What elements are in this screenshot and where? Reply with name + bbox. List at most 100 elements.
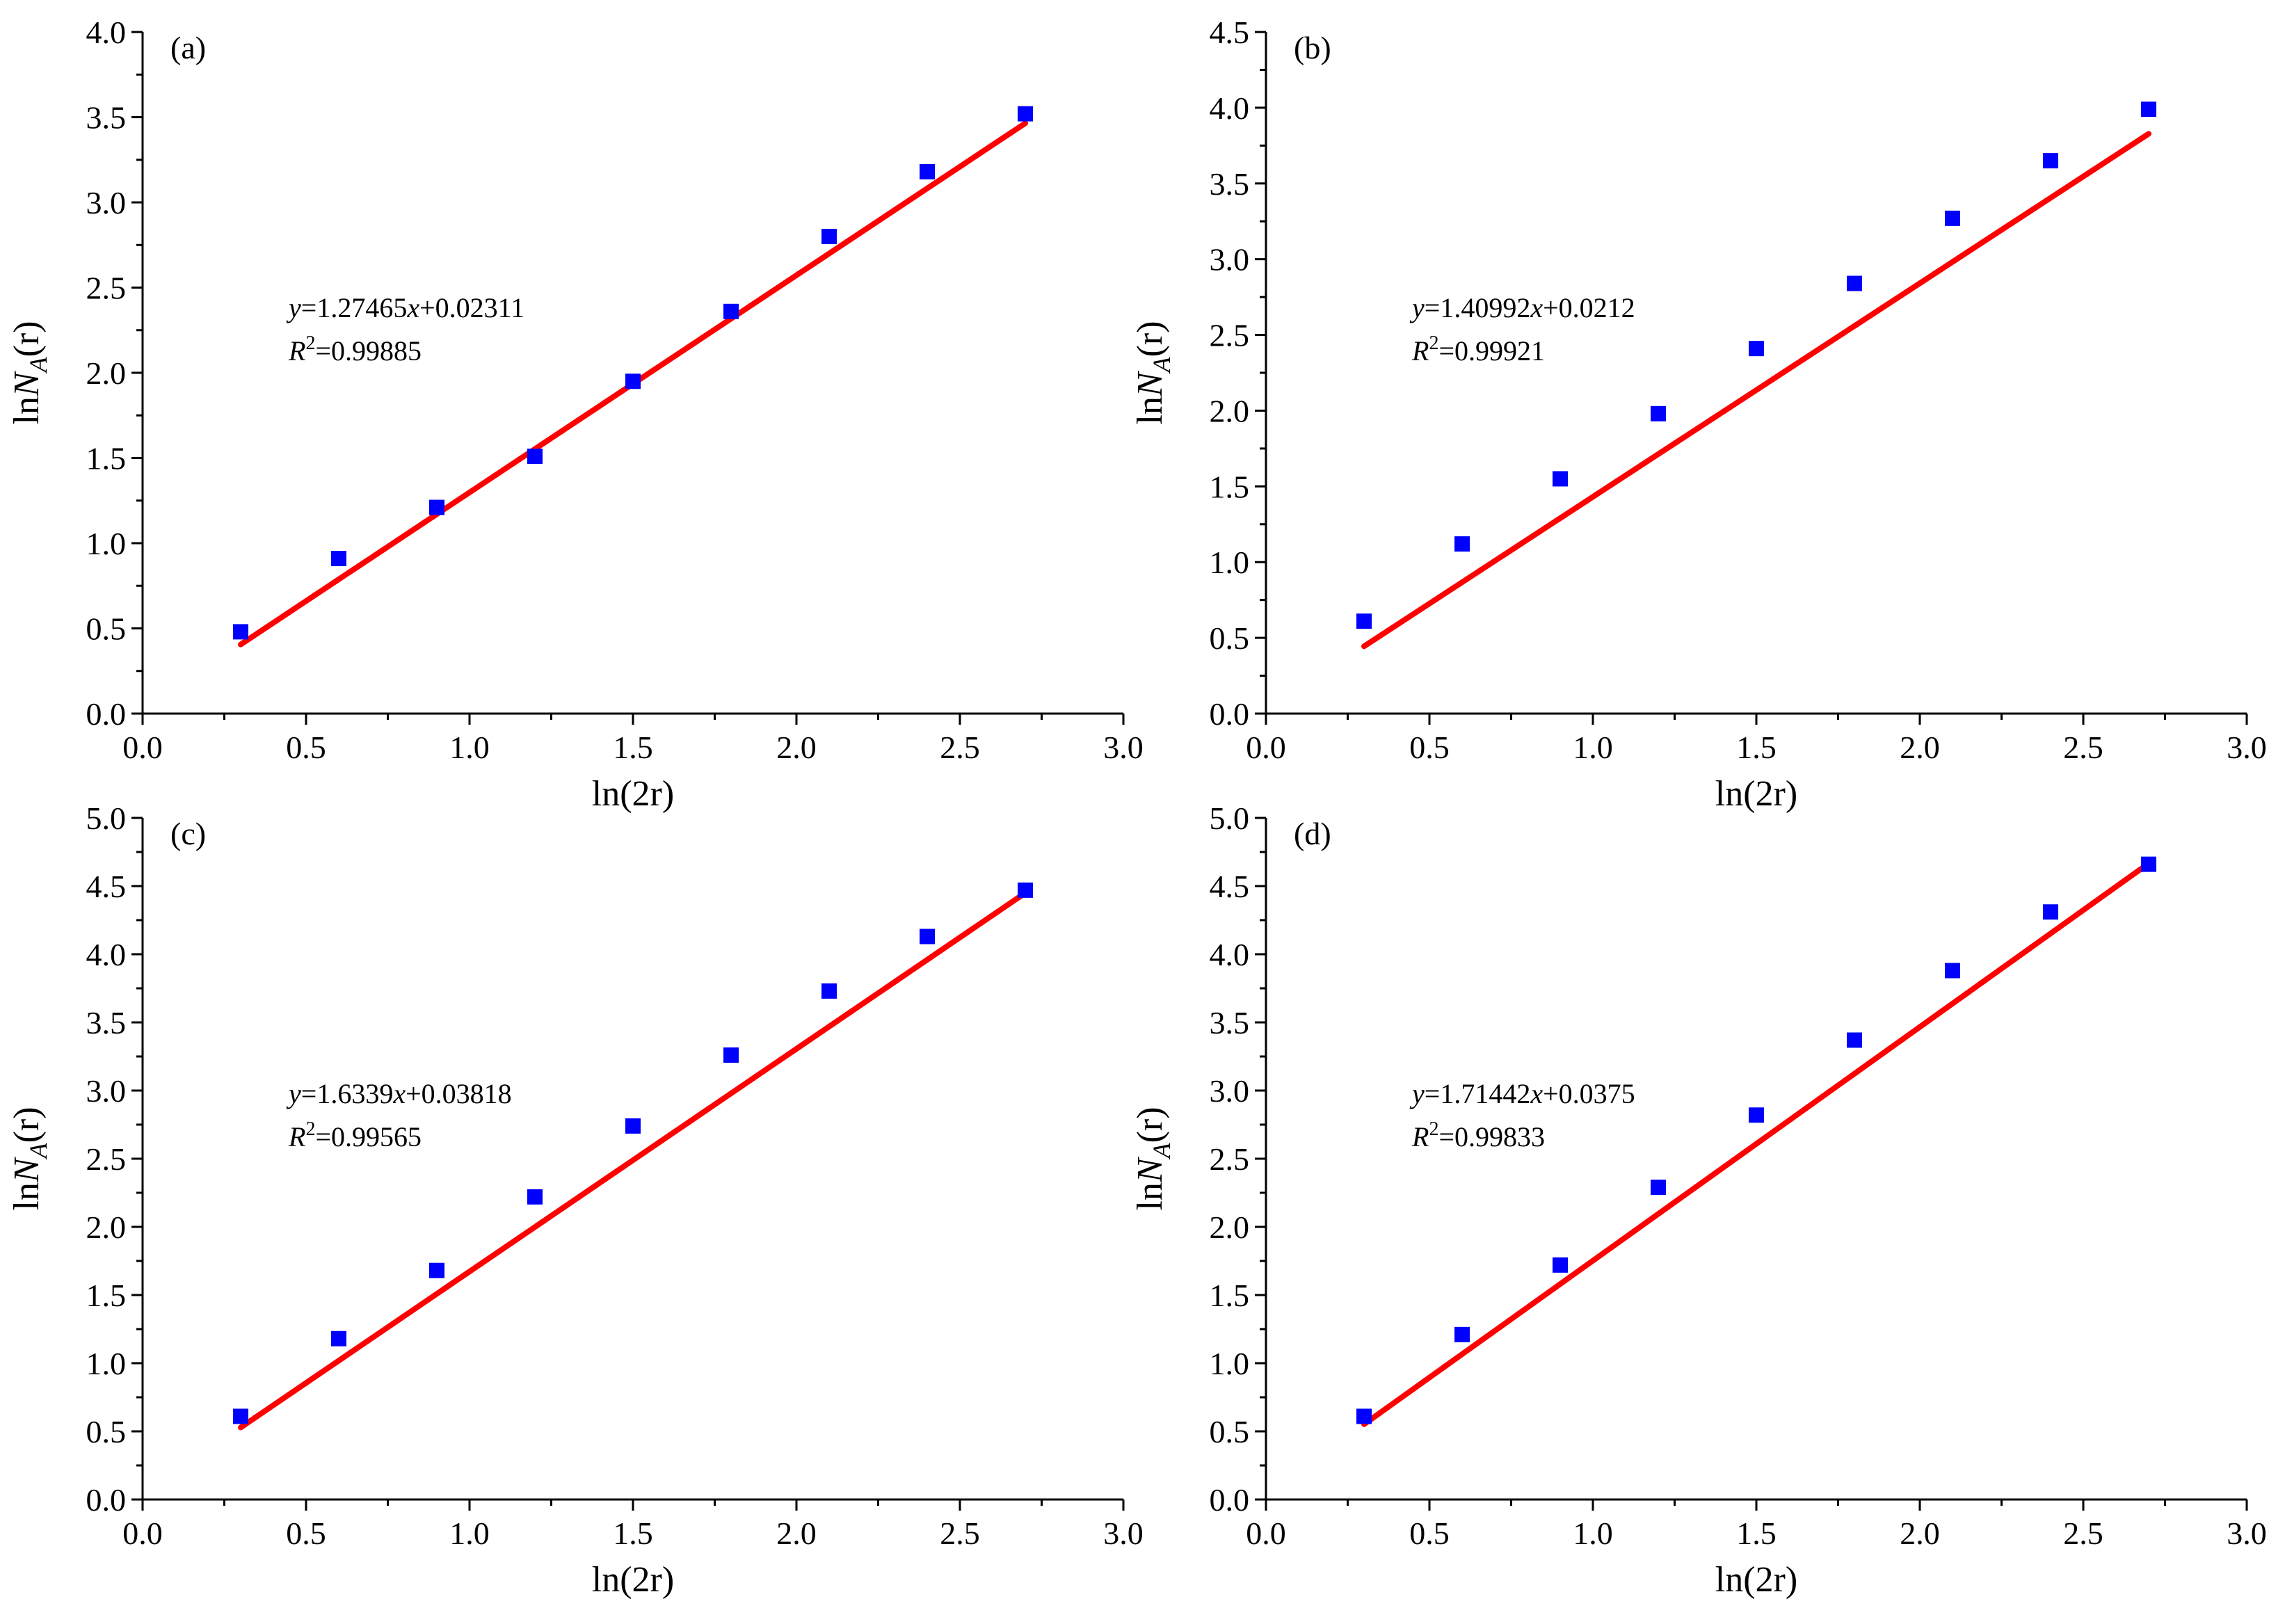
data-point xyxy=(1749,341,1764,357)
fit-equation-intercept: +0.02311 xyxy=(419,292,524,323)
x-tick-label: 3.0 xyxy=(1103,1516,1144,1551)
data-point xyxy=(331,1330,346,1346)
y-axis-title-sub: A xyxy=(24,356,52,373)
fit-equation-slope: =1.71442 xyxy=(1425,1078,1531,1109)
fit-equation-x: x xyxy=(1530,1078,1543,1109)
x-tick-label: 0.5 xyxy=(286,1516,326,1551)
y-tick-label: 0.0 xyxy=(86,696,127,732)
y-tick-label: 4.0 xyxy=(86,15,127,50)
data-point xyxy=(527,449,543,465)
data-point xyxy=(429,1262,444,1278)
data-point xyxy=(1454,536,1470,552)
fit-equation: y=1.6339x+0.03818 xyxy=(286,1078,512,1109)
data-point xyxy=(1553,1257,1568,1273)
r-squared-exponent: 2 xyxy=(1429,332,1438,354)
y-axis-title-prefix: ln xyxy=(1130,1182,1170,1210)
fit-equation-slope: =1.6339 xyxy=(301,1078,394,1109)
y-tick-label: 3.0 xyxy=(1210,242,1250,278)
y-axis-title-suffix: (r) xyxy=(7,1107,47,1143)
y-tick-label: 2.5 xyxy=(86,271,127,306)
y-tick-label: 1.5 xyxy=(86,441,127,476)
y-tick-label: 2.5 xyxy=(1210,318,1250,353)
data-point xyxy=(2043,904,2058,920)
y-tick-label: 0.0 xyxy=(1210,1482,1250,1518)
fit-equation-y: y xyxy=(1409,292,1425,323)
chart-panel-d: 0.0 0.5 1.0 1.5 2.0 2.5 3.0 0.0 0.5 1.0 1.5 2.0 2.5 3… xyxy=(1130,801,2267,1600)
data-point xyxy=(1945,963,1960,979)
data-point xyxy=(1018,106,1033,122)
x-tick-label: 3.0 xyxy=(2227,730,2267,765)
x-tick-label: 0.0 xyxy=(1246,730,1286,765)
y-tick-label: 4.5 xyxy=(86,869,127,904)
y-tick-label: 1.0 xyxy=(1210,545,1250,580)
data-point xyxy=(233,1408,248,1424)
fit-equation-x: x xyxy=(406,292,419,323)
data-point xyxy=(233,624,248,640)
y-tick-label: 1.0 xyxy=(86,526,127,561)
panel-label: (a) xyxy=(170,30,206,65)
y-tick-label: 3.0 xyxy=(86,1073,127,1109)
x-tick-label: 1.5 xyxy=(1736,730,1777,765)
y-tick-label: 0.5 xyxy=(86,1414,127,1449)
y-tick-label: 3.0 xyxy=(1210,1073,1250,1109)
panel-label: (d) xyxy=(1294,816,1331,851)
x-tick-label: 3.0 xyxy=(2227,1516,2267,1551)
x-tick-label: 2.0 xyxy=(776,1516,817,1551)
r-squared-symbol: R xyxy=(1411,1121,1429,1152)
data-point xyxy=(2141,856,2156,872)
chart-panel-b: 0.0 0.5 1.0 1.5 2.0 2.5 3.0 0.0 0.5 1.0 1.5 2.0 2.5 3… xyxy=(1130,15,2267,814)
y-tick-label: 0.0 xyxy=(86,1482,127,1518)
fit-equation-y: y xyxy=(286,292,301,323)
data-point xyxy=(527,1189,543,1205)
y-tick-label: 2.0 xyxy=(1210,393,1250,428)
fit-equation-y: y xyxy=(1409,1078,1425,1109)
x-tick-label: 0.0 xyxy=(122,730,163,765)
data-point xyxy=(1356,613,1372,629)
chart-panel-c: 0.0 0.5 1.0 1.5 2.0 2.5 3.0 0.0 0.5 1.0 1.5 2.0 2.5 3… xyxy=(7,801,1144,1600)
data-point xyxy=(625,1118,641,1134)
data-point xyxy=(625,373,641,389)
r-squared-value: =0.99565 xyxy=(315,1121,422,1152)
y-axis-title-suffix: (r) xyxy=(1130,321,1170,357)
data-point xyxy=(331,551,346,567)
x-tick-label: 1.0 xyxy=(1573,1516,1613,1551)
y-tick-label: 4.5 xyxy=(1210,15,1250,50)
y-axis-title-prefix: ln xyxy=(7,396,47,424)
fit-equation-slope: =1.27465 xyxy=(301,292,408,323)
r-squared-symbol: R xyxy=(288,1121,305,1152)
panel-label: (c) xyxy=(170,816,206,851)
y-axis-title-prefix: ln xyxy=(1130,396,1170,424)
r-squared: R2=0.99885 xyxy=(288,332,422,367)
y-tick-label: 2.0 xyxy=(86,1209,127,1245)
panel-label: (b) xyxy=(1294,30,1331,65)
data-point xyxy=(723,303,739,319)
y-tick-label: 5.0 xyxy=(86,801,127,836)
y-axis-title-suffix: (r) xyxy=(1130,1107,1170,1143)
fit-equation-y: y xyxy=(286,1078,301,1109)
x-tick-label: 1.5 xyxy=(613,730,653,765)
x-tick-label: 0.0 xyxy=(122,1516,163,1551)
y-axis-title-prefix: ln xyxy=(7,1182,47,1210)
fit-equation: y=1.40992x+0.0212 xyxy=(1409,292,1635,323)
r-squared-symbol: R xyxy=(1411,335,1429,367)
data-point xyxy=(1651,405,1666,421)
fit-equation: y=1.27465x+0.02311 xyxy=(286,292,524,323)
r-squared: R2=0.99833 xyxy=(1411,1118,1545,1152)
y-tick-label: 2.5 xyxy=(1210,1141,1250,1177)
fit-line xyxy=(1361,131,2151,650)
y-tick-label: 3.5 xyxy=(86,100,127,136)
data-point xyxy=(1018,882,1033,898)
y-tick-label: 5.0 xyxy=(1210,801,1250,836)
fit-line xyxy=(1361,860,2151,1427)
data-point xyxy=(2043,153,2058,169)
data-point xyxy=(821,229,837,244)
data-point xyxy=(429,499,444,515)
y-tick-label: 3.0 xyxy=(86,185,127,220)
data-point xyxy=(821,983,837,999)
x-tick-label: 2.0 xyxy=(1900,730,1940,765)
y-axis-title-sub: A xyxy=(24,1142,52,1159)
x-tick-label: 2.5 xyxy=(2063,1516,2103,1551)
r-squared-exponent: 2 xyxy=(1429,1118,1438,1140)
fit-equation-slope: =1.40992 xyxy=(1425,292,1531,323)
